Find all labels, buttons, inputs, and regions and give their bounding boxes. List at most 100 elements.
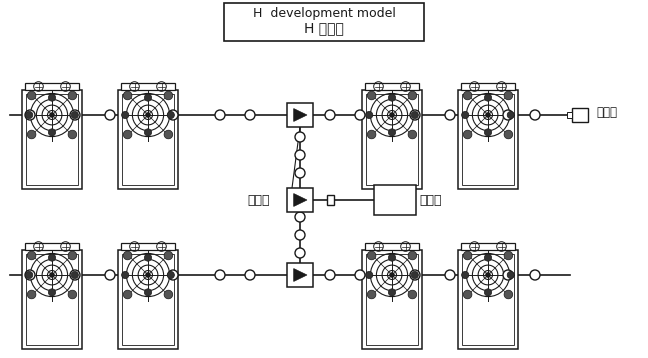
Circle shape bbox=[70, 110, 80, 120]
Circle shape bbox=[390, 273, 394, 277]
Circle shape bbox=[463, 290, 472, 299]
Bar bbox=[22, 91, 82, 189]
Bar bbox=[327, 195, 334, 205]
Polygon shape bbox=[294, 268, 307, 281]
Circle shape bbox=[504, 91, 513, 100]
Circle shape bbox=[408, 91, 417, 100]
Circle shape bbox=[295, 168, 305, 178]
Bar bbox=[461, 254, 515, 345]
Circle shape bbox=[504, 290, 513, 299]
Circle shape bbox=[445, 270, 455, 280]
Bar bbox=[118, 250, 178, 349]
Bar bbox=[122, 254, 174, 345]
Bar bbox=[458, 91, 518, 189]
Circle shape bbox=[50, 273, 54, 277]
Circle shape bbox=[388, 94, 395, 101]
Circle shape bbox=[123, 290, 132, 299]
Circle shape bbox=[295, 212, 305, 222]
Circle shape bbox=[410, 110, 420, 120]
Circle shape bbox=[68, 91, 76, 100]
Circle shape bbox=[68, 290, 76, 299]
Circle shape bbox=[25, 110, 35, 120]
Bar bbox=[567, 112, 572, 118]
Circle shape bbox=[164, 251, 173, 260]
Circle shape bbox=[71, 111, 78, 118]
Bar bbox=[365, 94, 419, 185]
Circle shape bbox=[122, 111, 129, 118]
Circle shape bbox=[411, 111, 419, 118]
Circle shape bbox=[367, 251, 376, 260]
Circle shape bbox=[215, 270, 225, 280]
Circle shape bbox=[105, 270, 115, 280]
Circle shape bbox=[486, 273, 490, 277]
Circle shape bbox=[71, 271, 78, 279]
Bar bbox=[365, 83, 419, 91]
Circle shape bbox=[408, 290, 417, 299]
Bar bbox=[121, 83, 175, 91]
Circle shape bbox=[167, 111, 174, 118]
Circle shape bbox=[365, 111, 373, 118]
Circle shape bbox=[50, 113, 54, 117]
Circle shape bbox=[461, 111, 469, 118]
Circle shape bbox=[367, 130, 376, 139]
Bar bbox=[572, 108, 588, 122]
Bar bbox=[461, 83, 515, 91]
Circle shape bbox=[408, 251, 417, 260]
Circle shape bbox=[325, 110, 335, 120]
Circle shape bbox=[25, 270, 35, 280]
Circle shape bbox=[503, 270, 513, 280]
Circle shape bbox=[445, 110, 455, 120]
Circle shape bbox=[49, 94, 56, 101]
Bar bbox=[374, 185, 416, 215]
Circle shape bbox=[503, 110, 513, 120]
Bar bbox=[365, 254, 419, 345]
Circle shape bbox=[295, 230, 305, 240]
Circle shape bbox=[245, 110, 255, 120]
Circle shape bbox=[295, 150, 305, 160]
Circle shape bbox=[49, 289, 56, 296]
Circle shape bbox=[463, 91, 472, 100]
Circle shape bbox=[388, 129, 395, 136]
Circle shape bbox=[295, 132, 305, 142]
Circle shape bbox=[27, 251, 36, 260]
Bar bbox=[362, 91, 422, 189]
Bar bbox=[288, 263, 312, 287]
Circle shape bbox=[355, 270, 365, 280]
Circle shape bbox=[145, 94, 152, 101]
Circle shape bbox=[27, 91, 36, 100]
Bar bbox=[365, 243, 419, 250]
Circle shape bbox=[367, 290, 376, 299]
Bar bbox=[458, 250, 518, 349]
Text: H  development model: H development model bbox=[253, 6, 395, 19]
Bar bbox=[461, 94, 515, 185]
Text: 驱动源: 驱动源 bbox=[419, 194, 441, 207]
Bar bbox=[122, 94, 174, 185]
Circle shape bbox=[463, 130, 472, 139]
Circle shape bbox=[164, 130, 173, 139]
Circle shape bbox=[164, 290, 173, 299]
Circle shape bbox=[26, 271, 33, 279]
Bar bbox=[118, 91, 178, 189]
Bar bbox=[25, 83, 79, 91]
Circle shape bbox=[411, 271, 419, 279]
Circle shape bbox=[245, 270, 255, 280]
Circle shape bbox=[504, 130, 513, 139]
Polygon shape bbox=[294, 194, 307, 207]
Circle shape bbox=[105, 110, 115, 120]
Bar bbox=[25, 243, 79, 250]
Circle shape bbox=[530, 270, 540, 280]
Bar bbox=[22, 250, 82, 349]
Circle shape bbox=[145, 289, 152, 296]
Text: 转角器: 转角器 bbox=[248, 194, 270, 207]
Circle shape bbox=[168, 110, 178, 120]
Circle shape bbox=[146, 113, 150, 117]
Circle shape bbox=[122, 271, 129, 279]
Circle shape bbox=[388, 254, 395, 261]
Text: H 发展型: H 发展型 bbox=[304, 21, 344, 35]
Circle shape bbox=[145, 129, 152, 136]
Circle shape bbox=[145, 254, 152, 261]
Circle shape bbox=[146, 273, 150, 277]
Polygon shape bbox=[294, 108, 307, 121]
Bar bbox=[288, 103, 312, 127]
Circle shape bbox=[49, 129, 56, 136]
